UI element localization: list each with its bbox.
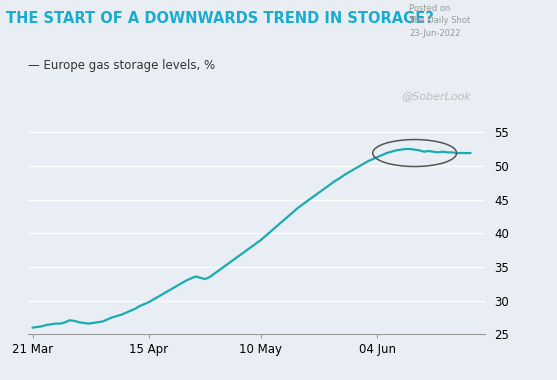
Text: — Europe gas storage levels, %: — Europe gas storage levels, % (28, 59, 215, 72)
Text: @SoberLook: @SoberLook (401, 91, 471, 101)
Text: THE START OF A DOWNWARDS TREND IN STORAGE?: THE START OF A DOWNWARDS TREND IN STORAG… (6, 11, 433, 26)
Text: Posted on
The Daily Shot
23-Jun-2022: Posted on The Daily Shot 23-Jun-2022 (409, 4, 471, 38)
